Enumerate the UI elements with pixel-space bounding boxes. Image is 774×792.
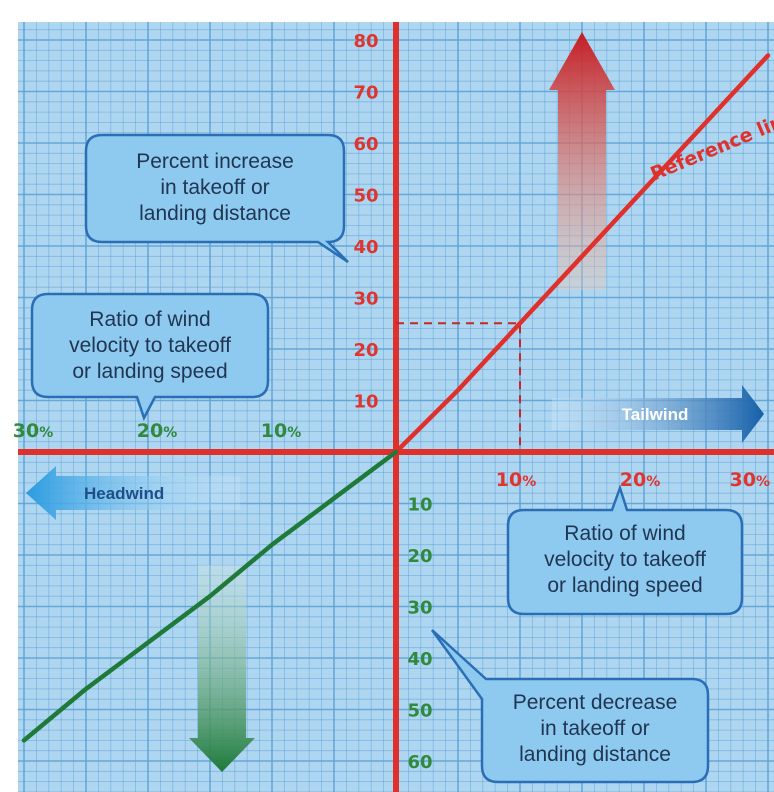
series bbox=[21, 53, 771, 743]
x-tick-label-headwind: 30% bbox=[13, 420, 53, 442]
callout-ratio-right-line2: velocity to takeoff bbox=[544, 548, 706, 571]
x-tick-label-tailwind: 10% bbox=[496, 469, 536, 491]
tailwind-label: Tailwind bbox=[622, 405, 689, 424]
y-tick-label-decrease: 50 bbox=[407, 701, 432, 722]
headwind-label: Headwind bbox=[84, 484, 164, 503]
callout-ratio-right-line3: or landing speed bbox=[547, 574, 702, 597]
callout-decrease-line3: landing distance bbox=[519, 743, 671, 766]
callout-increase: Percent increase in takeoff or landing d… bbox=[84, 133, 349, 264]
callout-decrease-bubble bbox=[430, 629, 710, 784]
callout-ratio-right-bubble bbox=[506, 484, 744, 616]
y-tick-label-increase: 20 bbox=[353, 340, 378, 361]
decrease-arrow bbox=[189, 565, 255, 772]
y-tick-label-increase: 30 bbox=[353, 289, 378, 310]
direction-arrows: Tailwind Headwind bbox=[26, 32, 764, 772]
y-tick-label-decrease: 30 bbox=[407, 598, 432, 619]
x-tick-label-headwind: 20% bbox=[137, 420, 177, 442]
callout-increase-bubble bbox=[84, 133, 349, 264]
series-decrease-line bbox=[21, 449, 399, 743]
y-tick-label-increase: 10 bbox=[353, 392, 378, 413]
callout-ratio-right-line1: Ratio of wind bbox=[564, 522, 685, 545]
increase-arrow bbox=[549, 32, 615, 290]
callout-ratio-left-line1: Ratio of wind bbox=[89, 308, 210, 331]
y-tick-label-increase: 60 bbox=[353, 134, 378, 155]
callouts: Percent increase in takeoff or landing d… bbox=[30, 133, 744, 784]
callout-increase-line3: landing distance bbox=[139, 202, 291, 225]
callout-decrease: Percent decrease in takeoff or landing d… bbox=[430, 629, 710, 784]
callout-ratio-left-line2: velocity to takeoff bbox=[69, 334, 231, 357]
y-tick-label-increase: 70 bbox=[353, 83, 378, 104]
callout-ratio-right: Ratio of wind velocity to takeoff or lan… bbox=[506, 484, 744, 616]
callout-ratio-left: Ratio of wind velocity to takeoff or lan… bbox=[30, 292, 270, 422]
y-tick-label-increase: 50 bbox=[353, 186, 378, 207]
callout-increase-line1: Percent increase bbox=[136, 150, 294, 173]
y-tick-label-decrease: 10 bbox=[407, 495, 432, 516]
x-tick-label-headwind: 10% bbox=[261, 420, 301, 442]
callout-ratio-left-line3: or landing speed bbox=[72, 360, 227, 383]
y-tick-label-decrease: 60 bbox=[407, 752, 432, 773]
tick-labels: 80 70 60 50 40 30 20 10 10 20 30 40 50 60 30% 20% 10% 10%… bbox=[13, 31, 770, 773]
callout-decrease-line2: in takeoff or bbox=[540, 717, 649, 740]
y-tick-label-increase: 40 bbox=[353, 237, 378, 258]
y-tick-label-increase: 80 bbox=[353, 31, 378, 52]
y-tick-label-decrease: 40 bbox=[407, 649, 432, 670]
callout-ratio-left-bubble bbox=[30, 292, 270, 422]
tailwind-arrow bbox=[552, 385, 764, 443]
x-tick-label-tailwind: 30% bbox=[730, 469, 770, 491]
callout-increase-line2: in takeoff or bbox=[160, 176, 269, 199]
callout-decrease-line1: Percent decrease bbox=[513, 691, 678, 714]
y-tick-label-decrease: 20 bbox=[407, 546, 432, 567]
series-reference-line bbox=[393, 53, 771, 455]
x-tick-label-tailwind: 20% bbox=[620, 469, 660, 491]
headwind-arrow bbox=[26, 466, 240, 520]
